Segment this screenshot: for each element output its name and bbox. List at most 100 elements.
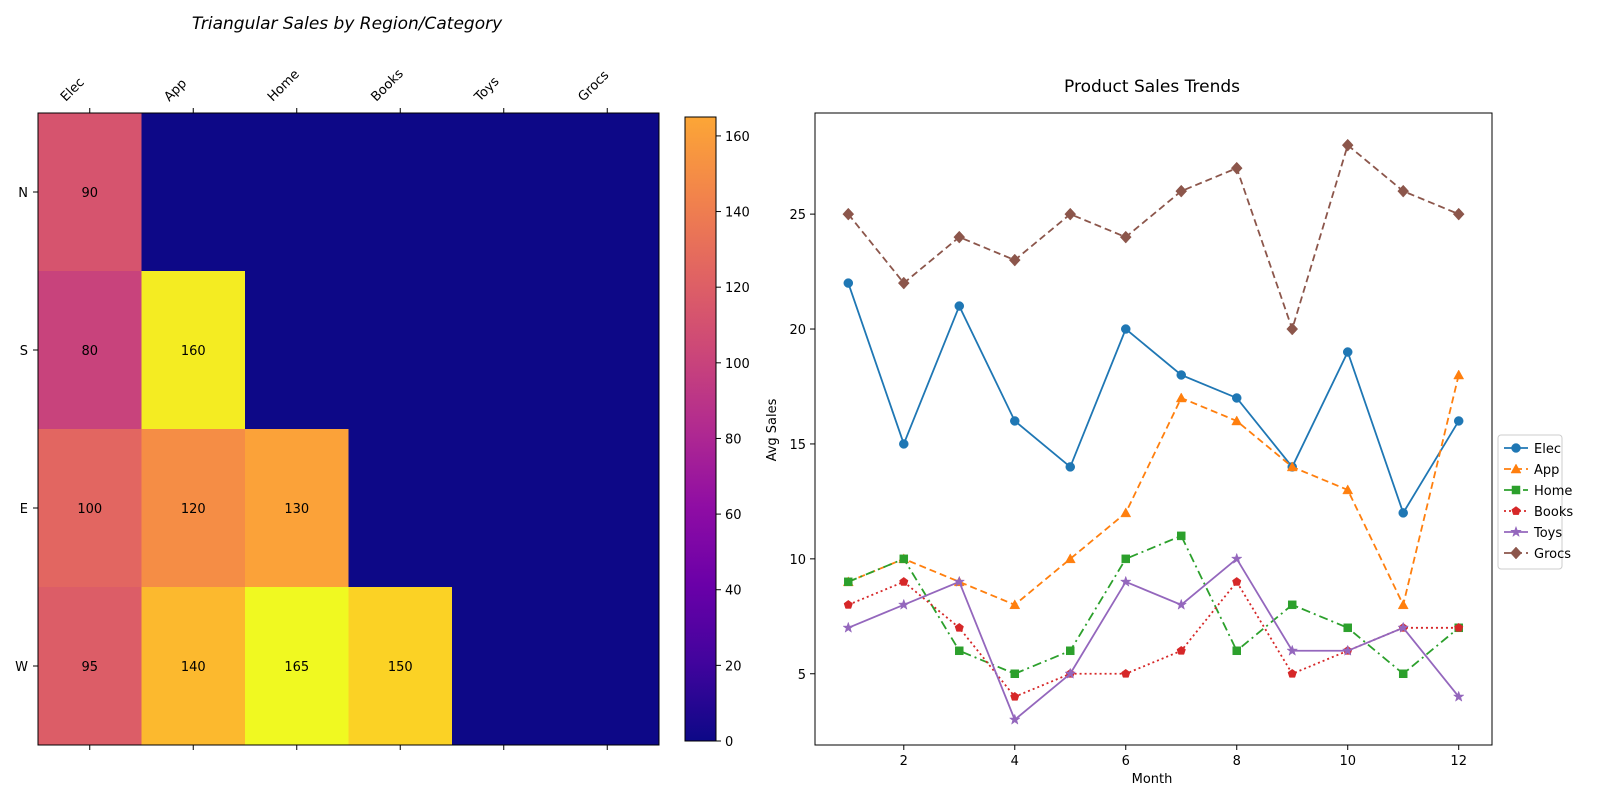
legend-label: Grocs (1534, 547, 1571, 562)
data-point (1397, 599, 1409, 610)
heatmap-cell-label: 165 (284, 660, 309, 675)
data-point (1453, 416, 1464, 426)
plot-frame (814, 112, 1493, 746)
y-tick-label: N (18, 186, 28, 201)
x-tick-label: 8 (1233, 754, 1241, 769)
data-point (842, 207, 855, 221)
line-plot: 2 4 6 8 10 12 5 10 15 20 25 (789, 112, 1493, 769)
series-app (842, 369, 1465, 610)
heatmap-cell (38, 271, 142, 430)
data-point (1008, 713, 1021, 725)
series-line (847, 534, 1460, 675)
legend-label: App (1534, 463, 1559, 478)
legend-label: Elec (1534, 442, 1561, 457)
heatmap-cell (555, 113, 660, 272)
data-point (1066, 646, 1075, 656)
x-tick-label: 6 (1122, 754, 1130, 769)
y-tick-label: 20 (789, 323, 806, 338)
legend-item: Toys (1504, 525, 1562, 541)
data-point (1176, 370, 1186, 380)
data-point (1175, 392, 1187, 403)
data-point (1343, 623, 1352, 633)
legend-marker (1510, 546, 1522, 560)
heatmap-cell (141, 429, 246, 588)
heatmap-frame (37, 112, 660, 746)
data-point (1232, 577, 1242, 586)
series-toys (842, 552, 1465, 725)
heatmap-cell (555, 271, 660, 430)
x-tick-label: 10 (1339, 754, 1356, 769)
heatmap-cell-label: 130 (284, 502, 309, 517)
data-point (899, 554, 909, 564)
heatmap-cell (555, 587, 660, 746)
x-axis-label: Month (1132, 772, 1173, 787)
y-tick-label: 25 (789, 208, 806, 223)
heatmap-cell-label: 120 (181, 502, 206, 517)
data-point (844, 577, 853, 587)
heatmap-cell (38, 587, 142, 746)
colorbar-tick-label: 60 (725, 508, 742, 523)
y-tick-label: 15 (789, 438, 806, 453)
colorbar-tick-label: 100 (725, 357, 750, 372)
colorbar: 0 20 40 60 80 100 120 140 160 (684, 116, 750, 750)
heatmap-panel: Triangular Sales by Region/Category 90 80… (15, 14, 750, 750)
heatmap-cell (38, 113, 142, 272)
data-point (1065, 462, 1076, 472)
x-tick-label: 12 (1450, 754, 1467, 769)
heatmap-cell (452, 587, 556, 746)
data-point (1230, 161, 1243, 175)
data-point (1119, 230, 1132, 244)
data-point (843, 600, 853, 609)
x-tick-label: Grocs (575, 68, 612, 105)
data-point (1341, 644, 1354, 656)
heatmap-cell (141, 113, 246, 272)
heatmap-cell (348, 271, 453, 430)
colorbar-tick-label: 120 (725, 281, 750, 296)
data-point (1121, 668, 1131, 678)
y-axis-label: Avg Sales (765, 398, 780, 461)
data-point (1176, 531, 1186, 541)
heatmap-cell (38, 429, 142, 588)
legend-item: Grocs (1504, 546, 1571, 562)
data-point (1176, 645, 1186, 655)
data-point (1286, 461, 1298, 472)
legend-marker (1511, 485, 1521, 495)
data-point (1009, 599, 1021, 610)
data-point (1010, 691, 1020, 701)
legend-marker (1510, 525, 1522, 538)
colorbar-tick-label: 0 (725, 735, 733, 750)
data-point (1175, 598, 1188, 610)
data-point (1231, 415, 1243, 426)
data-point (955, 646, 964, 656)
x-tick-label: 2 (900, 754, 908, 769)
heatmap-cell-label: 100 (77, 502, 102, 517)
data-point (1287, 600, 1297, 610)
heatmap-cell (452, 429, 556, 588)
legend: Elec App Home Books Toys Grocs (1497, 434, 1573, 570)
data-point (843, 278, 854, 288)
series-line (847, 557, 1460, 722)
data-point (1231, 393, 1242, 403)
data-point (1397, 621, 1410, 633)
colorbar-gradient (684, 116, 717, 742)
heatmap-cell (348, 113, 453, 272)
legend-item: Books (1504, 505, 1573, 520)
colorbar-tick-label: 40 (725, 584, 742, 599)
data-point (953, 230, 966, 244)
data-point (1121, 324, 1131, 334)
data-point (1008, 253, 1021, 267)
y-tick-label: 5 (798, 668, 806, 683)
data-point (842, 621, 855, 633)
data-point (1064, 207, 1077, 221)
y-tick-label: E (20, 502, 28, 517)
heatmap-plot: 90 80 160 100 120 130 95 140 165 150 Elec App Home Bo… (15, 66, 660, 750)
data-point (897, 276, 910, 290)
colorbar-tick-label: 20 (725, 659, 742, 674)
x-tick-label: Toys (471, 74, 502, 105)
series-elec (843, 278, 1464, 518)
series-grocs (842, 138, 1465, 336)
series-line (847, 282, 1460, 515)
series-line (847, 374, 1460, 608)
data-point (1397, 184, 1410, 198)
data-point (1230, 552, 1243, 564)
